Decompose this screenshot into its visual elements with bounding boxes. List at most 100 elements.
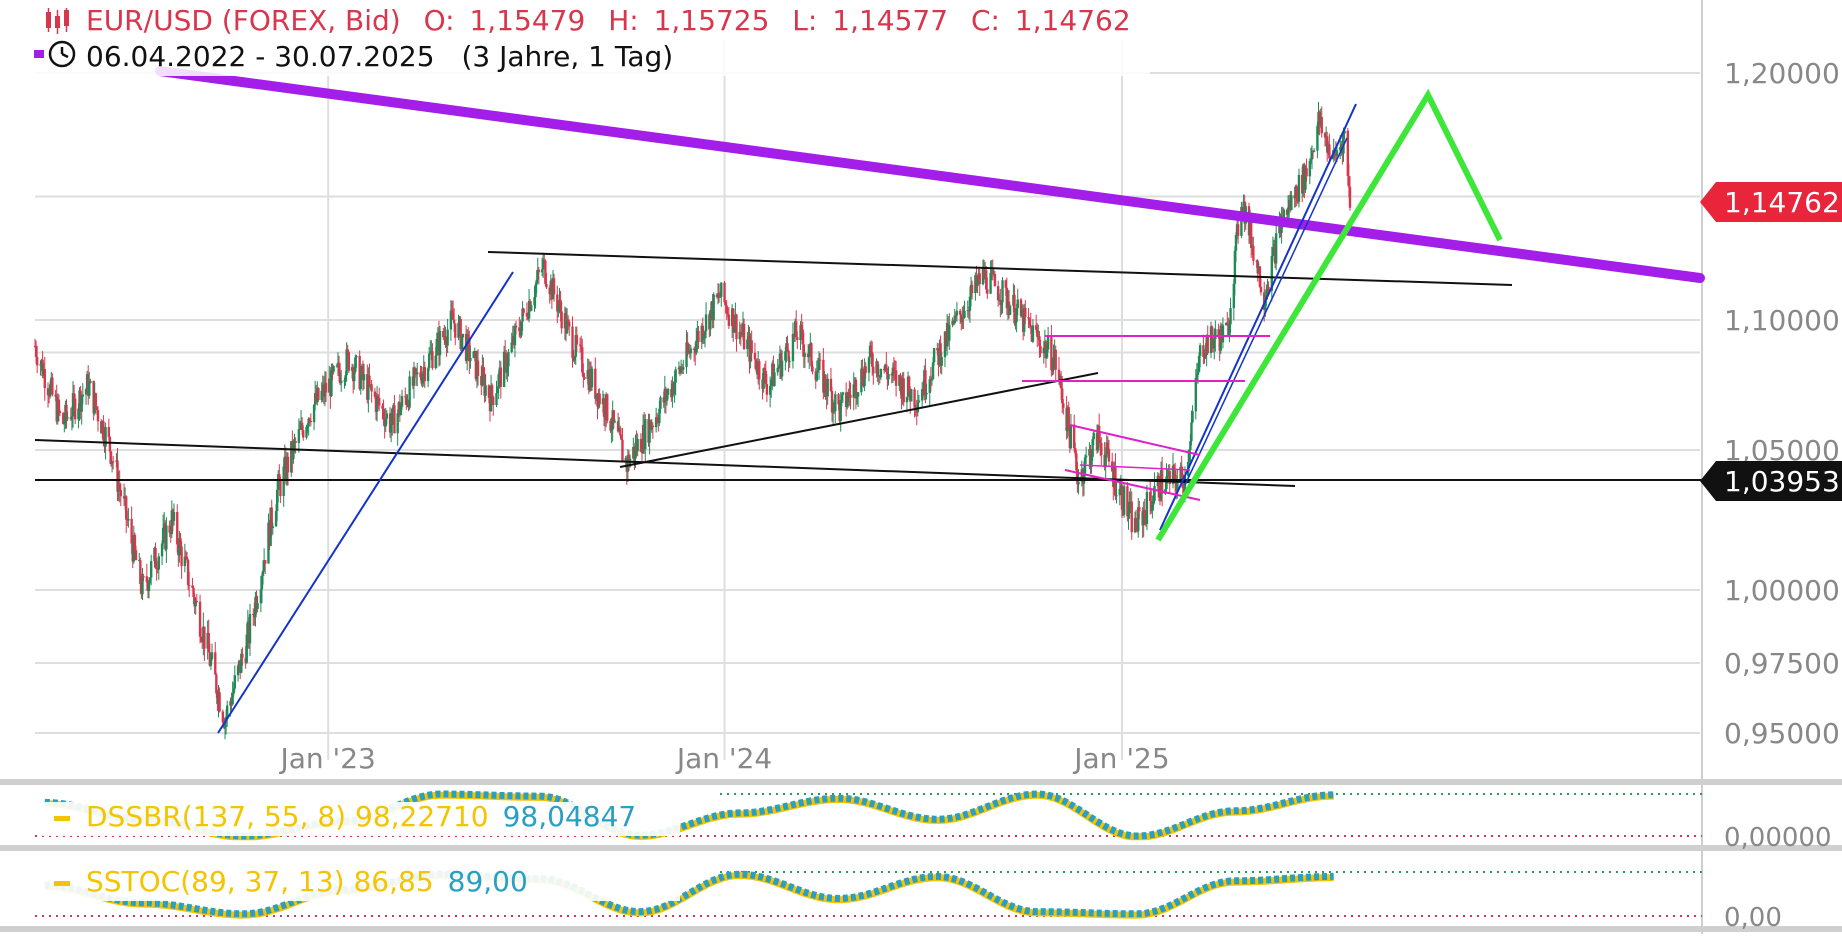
candle-body [582, 372, 585, 378]
candle-body [1000, 302, 1003, 305]
candle-body [1062, 403, 1065, 408]
candle-body [746, 339, 749, 350]
candle-body [1120, 485, 1124, 510]
magenta-flag-top[interactable] [1069, 424, 1201, 456]
candle-body [1024, 308, 1027, 318]
candle-body [1210, 326, 1214, 341]
candlestick-icon[interactable] [46, 8, 69, 34]
candle-body [248, 613, 252, 644]
y-tick-label: 1,10000 [1724, 304, 1840, 337]
candle-body [916, 402, 920, 413]
candle-body [986, 289, 989, 294]
candle-body [1195, 374, 1199, 378]
candle-body [808, 346, 811, 358]
candle-body [65, 404, 68, 418]
blue-trendline-2022[interactable] [217, 271, 514, 734]
candle-body [802, 344, 806, 357]
candle-body [77, 408, 80, 420]
candle-body [35, 357, 39, 366]
candle-body [566, 319, 570, 322]
candle-body [1171, 465, 1175, 485]
magenta-flag-mid[interactable] [1079, 464, 1191, 471]
blue-trendline-2025[interactable] [1159, 103, 1357, 531]
candle-body [695, 340, 698, 354]
candle-body [940, 357, 943, 366]
black-support-line[interactable] [34, 439, 1296, 487]
candle-body [682, 367, 685, 370]
candle-body [552, 278, 556, 295]
candle-body [522, 308, 525, 313]
candle-body [540, 269, 544, 273]
candle-body [568, 321, 571, 327]
candle-body [481, 367, 484, 386]
candle-body [544, 260, 547, 284]
candle-body [602, 398, 606, 417]
candle-body [962, 317, 965, 319]
ohlc-line: EUR/USD (FOREX, Bid) O: 1,15479 H: 1,157… [86, 4, 1131, 37]
candle-body [354, 357, 357, 372]
candle-body [1004, 280, 1007, 288]
candle-body [223, 721, 227, 728]
candle-body [1173, 470, 1177, 484]
candle-body [361, 365, 365, 381]
x-tick-label: Jan '25 [1072, 742, 1169, 775]
candle-body [787, 350, 790, 362]
candle-body [525, 312, 529, 317]
candle-body [724, 302, 727, 306]
candle-body [256, 603, 259, 609]
x-tick-label: Jan '24 [675, 742, 772, 775]
candle-body [841, 392, 845, 395]
candle-body [598, 393, 601, 405]
candle-body [579, 345, 583, 348]
candle-body [739, 331, 743, 334]
black-rising-line[interactable] [619, 372, 1099, 468]
series-color-swatch[interactable] [34, 50, 44, 58]
candle-body [487, 385, 491, 398]
candle-body [226, 705, 229, 717]
green-projection[interactable] [1155, 88, 1503, 542]
candle-body [298, 428, 302, 430]
candle-body [1148, 492, 1152, 501]
candle-body [495, 393, 498, 406]
candle-body [502, 351, 506, 387]
candle-body [530, 305, 533, 311]
candle-body [824, 374, 827, 391]
candle-body [111, 461, 115, 463]
candle-body [1013, 294, 1016, 324]
black-resistance-line[interactable] [487, 251, 1513, 286]
candle-body [127, 518, 130, 521]
candle-body [723, 282, 726, 303]
candle-body [416, 372, 419, 375]
candle-body [765, 384, 769, 395]
candle-body [221, 711, 225, 723]
magenta-flag-bottom[interactable] [1064, 469, 1201, 501]
candle-body [826, 378, 829, 397]
candle-body [847, 391, 850, 403]
candle-body [170, 510, 174, 535]
candle-body [1264, 298, 1267, 310]
high-value: 1,15725 [654, 4, 770, 37]
candle-body [1168, 471, 1171, 485]
sstoc-legend: SSTOC(89, 37, 13) 86,85 89,00 [86, 865, 528, 898]
candle-body [1138, 507, 1141, 512]
candle-body [1343, 130, 1346, 134]
candle-body [1015, 308, 1018, 322]
last-price-label: 1,14762 [1724, 186, 1840, 219]
candle-body [556, 294, 559, 312]
candle-body [1206, 336, 1209, 354]
candle-body [726, 313, 729, 315]
candle-body [692, 348, 696, 351]
candle-body [1128, 501, 1131, 514]
purple-trendline[interactable] [155, 66, 1705, 283]
candle-body [536, 269, 539, 280]
candle-body [346, 349, 349, 353]
blue-trendline-2025-b[interactable] [1184, 137, 1348, 486]
candle-body [421, 373, 424, 384]
clock-icon[interactable] [48, 40, 76, 68]
candle-body [520, 321, 523, 336]
trendline-drawings[interactable] [34, 66, 1705, 734]
candle-body [924, 370, 927, 395]
candle-body [71, 393, 75, 417]
candle-body [1142, 509, 1145, 526]
